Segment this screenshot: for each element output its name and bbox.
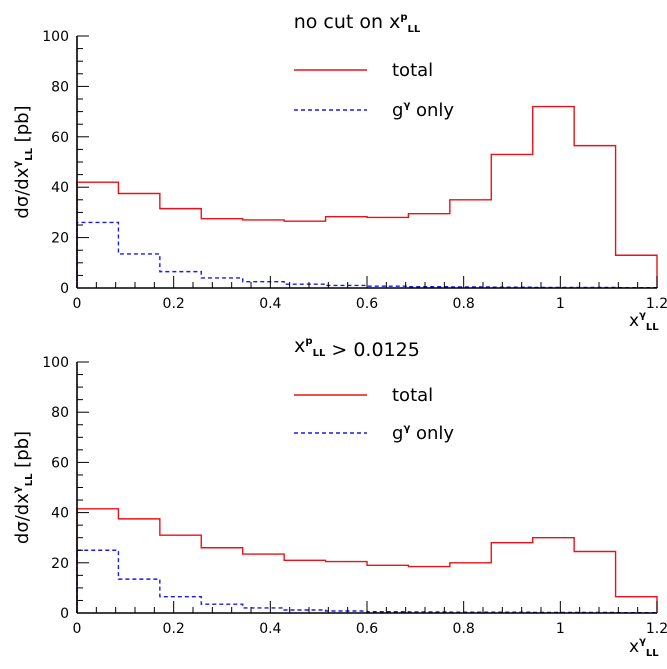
- legend-label-g-gamma-only: gγ only: [392, 100, 454, 121]
- y-axis-label: dσ/dxγLL [pb]: [12, 431, 35, 544]
- chart-title: xpLL > 0.0125: [294, 335, 420, 361]
- x-tick-label: 0.2: [163, 621, 185, 637]
- y-axis-label: dσ/dxγLL [pb]: [12, 105, 35, 218]
- legend-label-total: total: [392, 385, 433, 406]
- y-tick-label: 0: [60, 606, 69, 622]
- legend-label-g-gamma-only: gγ only: [392, 423, 454, 444]
- series-line-g-gamma-only: [76, 549, 658, 614]
- x-tick-label: 0.2: [163, 296, 185, 312]
- y-tick-label: 100: [42, 355, 69, 371]
- x-axis-label: xγLL: [629, 310, 659, 333]
- series-line-total: [76, 105, 658, 288]
- y-tick-label: 60: [51, 130, 69, 146]
- x-axis-label: xγLL: [629, 636, 659, 659]
- x-tick-label: 0.6: [356, 296, 378, 312]
- x-tick-label: 0.6: [356, 621, 378, 637]
- x-tick-label: 1: [556, 296, 565, 312]
- x-tick-label: 0.8: [453, 296, 475, 312]
- x-tick-label: 0: [73, 621, 82, 637]
- y-tick-label: 40: [51, 506, 69, 522]
- chart-title: no cut on xpLL: [294, 11, 421, 35]
- x-tick-label: 0.4: [259, 621, 281, 637]
- x-tick-label: 0.8: [453, 621, 475, 637]
- x-tick-label: 1: [556, 621, 565, 637]
- series-line-g-gamma-only: [76, 221, 658, 289]
- legend-label-total: total: [392, 60, 433, 81]
- x-tick-label: 0: [73, 296, 82, 312]
- x-tick-label: 1.2: [646, 621, 667, 637]
- series-line-total: [76, 508, 658, 613]
- y-tick-label: 20: [51, 231, 69, 247]
- y-tick-label: 60: [51, 455, 69, 471]
- y-tick-label: 80: [51, 405, 69, 421]
- chart-panel-2: xpLL > 0.0125 dσ/dxγLL [pb] xγLL 0 20 40 60 80 1…: [12, 335, 667, 659]
- y-tick-label: 20: [51, 556, 69, 572]
- chart-panel-1: no cut on xpLL dσ/dxγLL [pb] xγLL 0 20 40 60 80…: [12, 11, 667, 333]
- y-tick-label: 40: [51, 180, 69, 196]
- y-tick-label: 80: [51, 79, 69, 95]
- x-tick-label: 1.2: [646, 296, 667, 312]
- y-tick-label: 100: [42, 29, 69, 45]
- x-tick-label: 0.4: [259, 296, 281, 312]
- y-tick-label: 0: [60, 281, 69, 297]
